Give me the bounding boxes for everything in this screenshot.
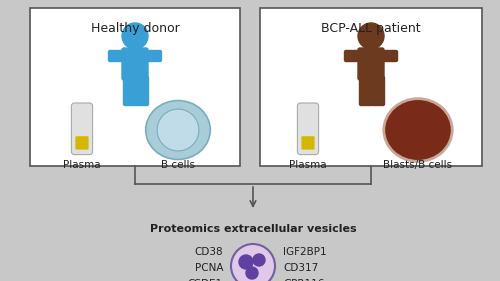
Text: Plasma: Plasma <box>289 160 327 170</box>
Ellipse shape <box>146 101 210 159</box>
Circle shape <box>157 109 199 151</box>
Text: GPR116: GPR116 <box>283 279 325 281</box>
FancyBboxPatch shape <box>302 136 314 149</box>
FancyBboxPatch shape <box>136 76 148 105</box>
FancyBboxPatch shape <box>344 51 362 62</box>
FancyBboxPatch shape <box>108 51 126 62</box>
FancyBboxPatch shape <box>76 136 88 149</box>
FancyBboxPatch shape <box>8 5 492 276</box>
Circle shape <box>358 23 384 49</box>
Text: B cells: B cells <box>161 160 195 170</box>
FancyBboxPatch shape <box>72 103 92 155</box>
Text: BCP-ALL patient: BCP-ALL patient <box>321 22 421 35</box>
Circle shape <box>231 244 275 281</box>
Ellipse shape <box>384 99 452 161</box>
FancyBboxPatch shape <box>122 48 148 80</box>
FancyBboxPatch shape <box>358 48 384 80</box>
Text: CD317: CD317 <box>283 263 318 273</box>
FancyBboxPatch shape <box>30 8 240 166</box>
FancyBboxPatch shape <box>124 76 136 105</box>
Text: Blasts/B cells: Blasts/B cells <box>384 160 452 170</box>
FancyBboxPatch shape <box>260 8 482 166</box>
Circle shape <box>239 255 253 269</box>
FancyBboxPatch shape <box>298 103 318 155</box>
FancyBboxPatch shape <box>144 51 162 62</box>
Text: CD38: CD38 <box>194 247 223 257</box>
Text: PCNA: PCNA <box>194 263 223 273</box>
Text: IGF2BP1: IGF2BP1 <box>283 247 327 257</box>
FancyBboxPatch shape <box>360 76 372 105</box>
FancyBboxPatch shape <box>372 76 384 105</box>
Circle shape <box>122 23 148 49</box>
Text: Proteomics extracellular vesicles: Proteomics extracellular vesicles <box>150 224 356 234</box>
Text: CSDE1: CSDE1 <box>188 279 223 281</box>
FancyBboxPatch shape <box>380 51 398 62</box>
Circle shape <box>246 267 258 279</box>
Text: Healthy donor: Healthy donor <box>90 22 180 35</box>
Circle shape <box>253 254 265 266</box>
Text: Plasma: Plasma <box>63 160 101 170</box>
